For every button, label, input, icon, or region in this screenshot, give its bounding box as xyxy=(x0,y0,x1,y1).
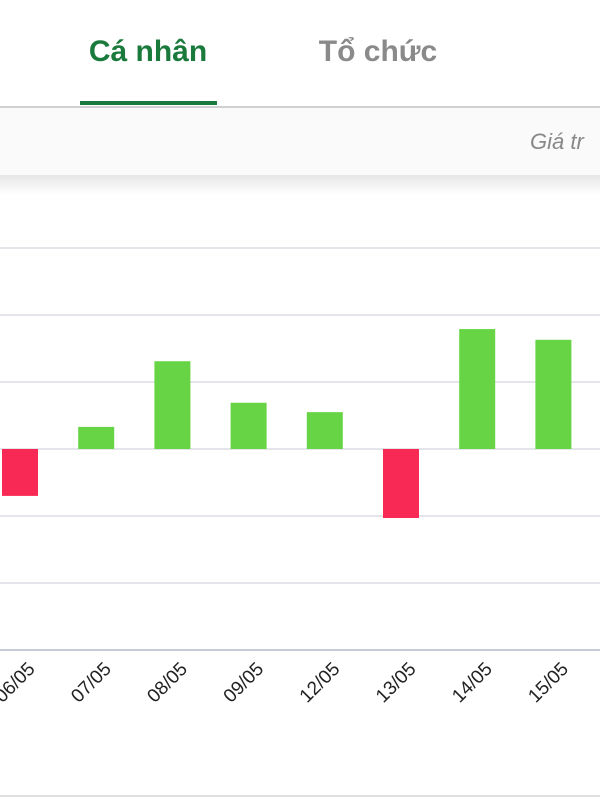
value-note: Giá tr xyxy=(530,129,585,154)
bar xyxy=(78,426,115,449)
x-tick-label: 09/05 xyxy=(220,659,268,707)
x-tick-label: 08/05 xyxy=(143,659,191,707)
x-tick-label: 14/05 xyxy=(448,659,496,707)
x-tick-label: 07/05 xyxy=(67,659,115,707)
bar xyxy=(230,402,267,449)
x-tick-label: 06/05 xyxy=(0,659,40,707)
card-shadow xyxy=(0,175,600,195)
x-tick-label: 13/05 xyxy=(372,659,420,707)
bar xyxy=(459,329,496,449)
bar xyxy=(2,449,38,496)
header-band xyxy=(0,108,600,188)
x-tick-label: 15/05 xyxy=(524,659,572,707)
bar xyxy=(383,449,419,519)
tab[interactable]: Tổ chức xyxy=(319,35,437,68)
bar xyxy=(154,361,191,449)
bar xyxy=(306,412,343,449)
tab-indicator xyxy=(80,101,217,105)
bar xyxy=(535,339,572,449)
tab[interactable]: Cá nhân xyxy=(89,35,207,68)
x-tick-label: 12/05 xyxy=(296,659,344,707)
